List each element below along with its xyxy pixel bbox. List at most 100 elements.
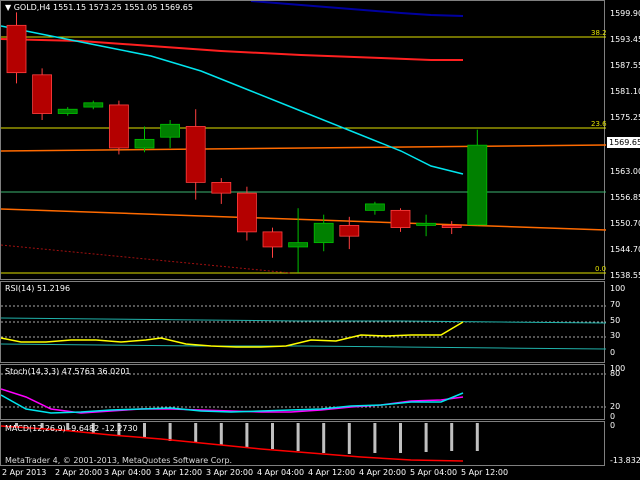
rsi-band-upper [1, 317, 606, 324]
stoch-pane[interactable]: Stoch(14,3,3) 47.5763 36.0201 [0, 364, 606, 420]
time-tick: 5 Apr 12:00 [461, 468, 509, 477]
candle-body[interactable] [364, 203, 385, 211]
candle-body[interactable] [83, 102, 104, 108]
price-chart [1, 1, 606, 274]
time-axis: 2 Apr 2013 2 Apr 20:00 3 Apr 04:00 3 Apr… [0, 466, 640, 480]
price-tick: 1556.85 [610, 193, 640, 202]
ma-slow-line [1, 38, 463, 61]
ma-fast-line [1, 25, 464, 175]
current-price-tag: 1569.65 [607, 137, 640, 148]
candle-body[interactable] [32, 74, 53, 114]
macd-bar [399, 423, 402, 453]
macd-bar [66, 423, 70, 431]
macd-bar [194, 423, 198, 443]
candle-body[interactable] [109, 104, 129, 149]
chart-title: ▼ GOLD,H4 1551.15 1573.25 1551.05 1569.6… [5, 3, 193, 12]
macd-bar [15, 423, 18, 427]
rsi-tick: 0 [610, 348, 616, 357]
price-tick: 1550.70 [610, 219, 640, 228]
time-tick: 5 Apr 04:00 [410, 468, 458, 477]
macd-bar [475, 423, 479, 451]
time-tick: 3 Apr 12:00 [155, 468, 203, 477]
price-tick: 1581.10 [610, 87, 640, 96]
macd-bar [450, 423, 454, 451]
candle-body[interactable] [467, 144, 488, 226]
macd-pane[interactable]: MACD(12,26,9) -9.6482 -12.2730 MetaTrade… [0, 421, 605, 466]
candle-body[interactable] [262, 231, 283, 248]
macd-bar [296, 423, 300, 451]
fib-label-38: 38.2 [591, 29, 607, 37]
stoch-signal-line [1, 388, 464, 414]
price-tick: 1575.25 [610, 113, 640, 122]
macd-tick: 0 [610, 421, 616, 430]
stoch-tick: 0 [610, 412, 616, 421]
macd-title: MACD(12,26,9) -9.6482 -12.2730 [5, 424, 138, 433]
candle-body[interactable] [390, 209, 411, 228]
macd-bar [245, 423, 249, 447]
candle-body[interactable] [134, 138, 155, 149]
main-chart-pane[interactable]: ▼ GOLD,H4 1551.15 1573.25 1551.05 1569.6… [0, 0, 607, 280]
rsi-band-lower [1, 343, 606, 350]
macd-chart [1, 423, 479, 462]
rsi-title: RSI(14) 51.2196 [5, 284, 71, 293]
rsi-chart [1, 305, 606, 350]
macd-bar [322, 423, 326, 453]
candle-body[interactable] [57, 108, 78, 114]
stoch-scale: 100 80 20 0 [606, 364, 640, 421]
copyright-footer: MetaTrader 4, © 2001-2013, MetaQuotes So… [5, 456, 233, 465]
candles-group [6, 12, 488, 273]
macd-signal-line [1, 425, 464, 462]
fib-label-23: 23.6 [591, 120, 607, 128]
time-tick: 4 Apr 20:00 [359, 468, 407, 477]
candle-body[interactable] [288, 242, 309, 248]
price-tick: 1544.70 [610, 245, 640, 254]
price-tick: 1563.00 [610, 167, 640, 176]
price-tick: 1593.45 [610, 35, 640, 44]
rsi-tick: 100 [610, 284, 626, 293]
candle-body[interactable] [185, 126, 206, 183]
macd-scale: 0 -13.832 [606, 421, 640, 466]
dotted-trend-line [1, 244, 292, 274]
time-tick: 4 Apr 12:00 [308, 468, 356, 477]
macd-histogram [15, 423, 479, 454]
upper-trend-line [1, 144, 606, 152]
time-tick: 3 Apr 04:00 [104, 468, 152, 477]
candle-body[interactable] [313, 222, 334, 244]
rsi-tick: 30 [610, 331, 621, 340]
candle-body[interactable] [339, 225, 360, 237]
candle-body[interactable] [6, 24, 27, 74]
rsi-tick: 50 [610, 316, 621, 325]
stoch-main-line [1, 392, 464, 414]
time-tick: 2 Apr 20:00 [55, 468, 103, 477]
lower-trend-line [1, 208, 606, 231]
macd-bar [347, 423, 351, 454]
candle-body[interactable] [236, 192, 257, 233]
candle-body[interactable] [416, 222, 437, 226]
stoch-tick: 80 [610, 369, 621, 378]
price-scale: 1599.90 1593.45 1587.55 1581.10 1575.25 … [606, 0, 640, 280]
candle-body[interactable] [441, 225, 462, 228]
stoch-chart [1, 373, 606, 414]
macd-bar [168, 423, 172, 441]
stoch-title: Stoch(14,3,3) 47.5763 36.0201 [5, 367, 131, 376]
candle-body[interactable] [211, 181, 232, 194]
price-tick: 1587.55 [610, 61, 640, 70]
ma-long-line [250, 1, 464, 17]
macd-bar [40, 423, 44, 429]
rsi-scale: 100 70 50 30 0 [606, 281, 640, 363]
macd-bar [373, 423, 377, 453]
candle-body[interactable] [160, 123, 181, 138]
price-tick: 1538.55 [610, 271, 640, 280]
rsi-line [1, 321, 464, 348]
time-tick: 4 Apr 04:00 [257, 468, 305, 477]
macd-bar [143, 423, 146, 438]
macd-bar [271, 423, 274, 449]
rsi-pane[interactable]: RSI(14) 51.2196 [0, 281, 606, 363]
macd-bar [219, 423, 223, 445]
macd-bar [91, 423, 95, 434]
rsi-tick: 70 [610, 300, 621, 309]
fib-label-0: 0.0 [595, 265, 607, 273]
macd-bar [424, 423, 428, 452]
macd-bar [117, 423, 121, 436]
stoch-tick: 20 [610, 402, 621, 411]
